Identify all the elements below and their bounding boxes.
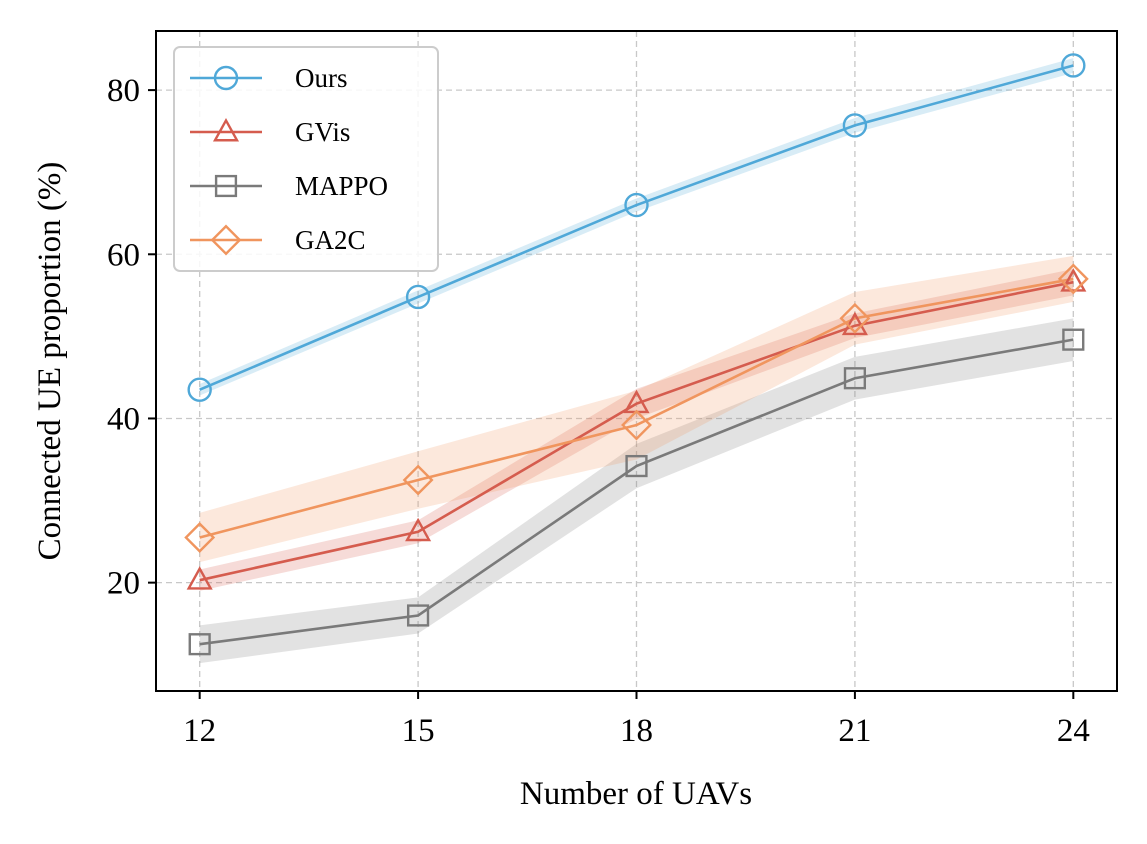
point-ours (1061, 53, 1086, 78)
band-ours (199, 58, 1074, 396)
y-tick-label: 80 (107, 73, 140, 109)
y-tick-label: 20 (107, 566, 140, 602)
x-tick-label: 12 (183, 713, 216, 749)
legend-marker-mappo (214, 174, 238, 198)
point-gvis (405, 517, 432, 542)
point-ours (624, 192, 649, 218)
axis-ticks: 12 15 18 21 24 20 40 60 80 (107, 73, 1090, 749)
legend-box (173, 46, 439, 272)
point-ga2c (402, 464, 434, 496)
legend-label-ga2c: GA2C (295, 225, 366, 255)
y-axis-label: Connected UE proportion (%) (32, 162, 68, 561)
point-ours (842, 113, 868, 138)
point-mappo (843, 367, 867, 390)
point-ga2c (621, 409, 652, 441)
point-ours (405, 284, 431, 310)
line-ours (199, 64, 1074, 391)
x-tick-label: 15 (402, 713, 435, 749)
legend-marker-ga2c (210, 224, 242, 256)
band-gvis (199, 269, 1074, 591)
legend-label-ours: Ours (295, 63, 348, 93)
point-mappo (406, 604, 430, 627)
legend: Ours GVis MAPPO GA2C (173, 46, 439, 272)
point-ours (187, 377, 212, 402)
series-markers (184, 53, 1089, 656)
y-tick-label: 60 (107, 237, 140, 273)
x-tick-label: 18 (620, 713, 653, 749)
point-ga2c (1057, 263, 1089, 295)
legend-marker-ours (213, 65, 239, 91)
line-mappo (199, 338, 1074, 646)
point-mappo (1062, 328, 1085, 351)
band-mappo (199, 318, 1074, 664)
point-ga2c (184, 522, 216, 553)
x-tick-label: 21 (838, 713, 871, 749)
point-gvis (1060, 268, 1087, 292)
x-tick-label: 24 (1057, 713, 1090, 749)
point-mappo (188, 633, 211, 656)
point-gvis (841, 311, 868, 336)
series-lines (199, 64, 1074, 646)
point-ga2c (839, 302, 871, 334)
line-gvis (199, 280, 1074, 582)
x-axis-label: Number of UAVs (520, 776, 752, 812)
point-gvis (186, 566, 213, 590)
legend-marker-gvis (212, 117, 240, 142)
line-ga2c (199, 277, 1074, 539)
legend-label-mappo: MAPPO (295, 171, 388, 201)
point-mappo (625, 454, 648, 478)
legend-label-gvis: GVis (295, 117, 350, 147)
y-tick-label: 40 (107, 401, 140, 437)
